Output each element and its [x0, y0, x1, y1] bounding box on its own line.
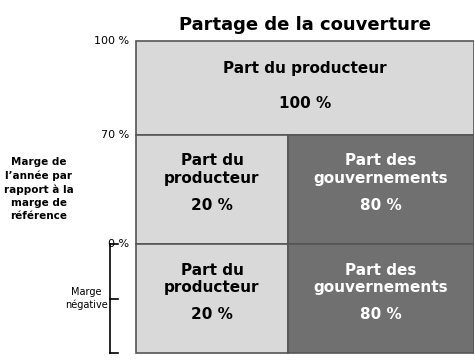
Text: Part du
producteur: Part du producteur — [164, 263, 260, 295]
Bar — [288, 135, 474, 244]
Text: 100 %: 100 % — [279, 96, 331, 111]
Text: 80 %: 80 % — [360, 198, 402, 213]
Text: Part du
producteur: Part du producteur — [164, 153, 260, 186]
Text: 80 %: 80 % — [360, 307, 402, 323]
Text: Part du producteur: Part du producteur — [223, 60, 387, 76]
Bar — [136, 135, 288, 244]
Text: 0 %: 0 % — [108, 239, 129, 249]
Text: 20 %: 20 % — [191, 198, 233, 213]
Text: Marge
négative: Marge négative — [65, 287, 108, 310]
Bar — [136, 41, 474, 135]
Bar — [136, 244, 288, 353]
Text: Partage de la couverture: Partage de la couverture — [179, 16, 431, 34]
Text: 100 %: 100 % — [94, 36, 129, 46]
Text: Part des
gouvernements: Part des gouvernements — [314, 263, 448, 295]
Text: 70 %: 70 % — [101, 130, 129, 140]
Bar — [288, 244, 474, 353]
Text: Marge de
l’année par
rapport à la
marge de
référence: Marge de l’année par rapport à la marge … — [4, 157, 74, 222]
Text: Part des
gouvernements: Part des gouvernements — [314, 153, 448, 186]
Text: 20 %: 20 % — [191, 307, 233, 323]
